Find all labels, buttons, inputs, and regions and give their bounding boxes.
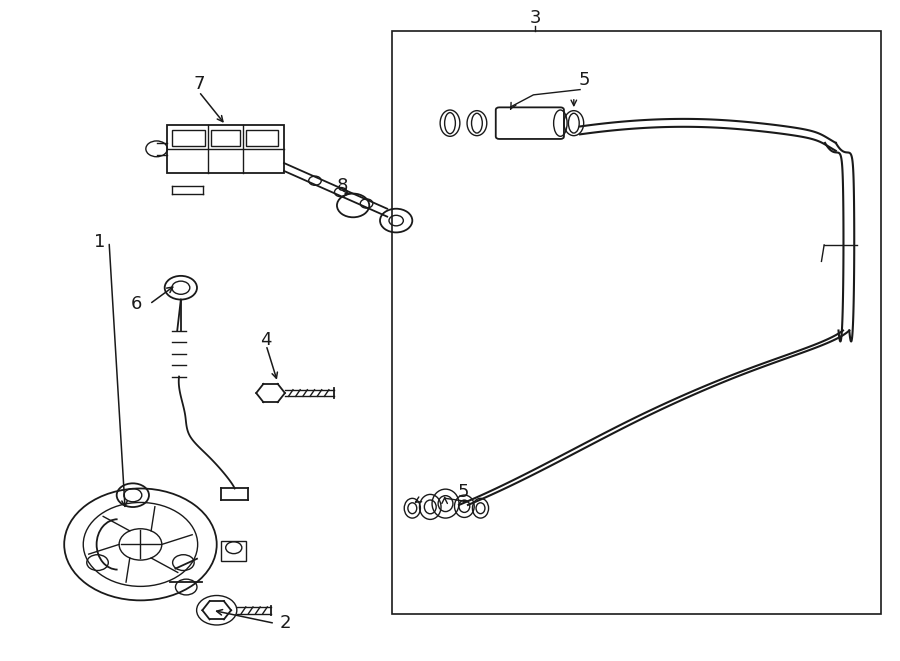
Bar	[172, 130, 204, 147]
Bar	[392, 31, 881, 613]
Text: 7: 7	[193, 75, 204, 93]
Bar	[221, 541, 247, 561]
Text: 1: 1	[94, 233, 106, 251]
Text: 2: 2	[280, 615, 291, 633]
Text: 3: 3	[529, 9, 541, 27]
Text: 6: 6	[130, 295, 141, 313]
Text: 8: 8	[337, 176, 348, 195]
Bar	[167, 125, 284, 173]
Text: 5: 5	[579, 71, 590, 89]
Bar	[246, 130, 278, 147]
Text: 5: 5	[458, 483, 469, 501]
Text: 4: 4	[260, 331, 272, 350]
Bar	[211, 130, 239, 147]
